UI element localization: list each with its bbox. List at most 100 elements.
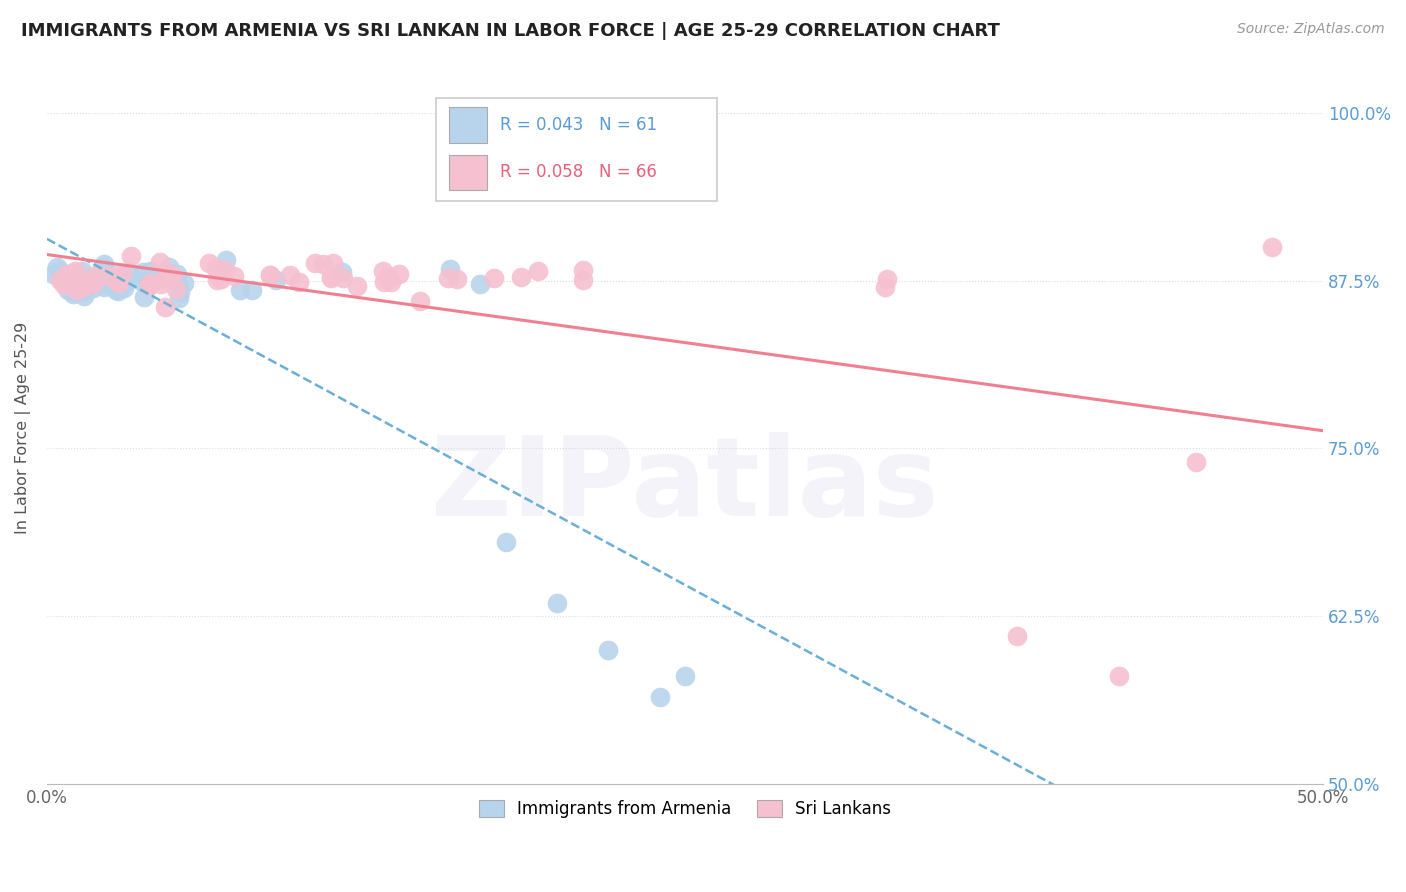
Point xyxy=(97,268,120,283)
Point xyxy=(117,274,139,288)
Point xyxy=(155,300,177,314)
Point xyxy=(76,275,98,289)
Point xyxy=(215,252,238,267)
Point xyxy=(312,257,335,271)
Point xyxy=(204,261,226,276)
Point xyxy=(48,273,70,287)
Point xyxy=(527,264,550,278)
Bar xyxy=(449,107,488,143)
Point xyxy=(439,261,461,276)
Point xyxy=(93,277,115,291)
Point xyxy=(55,272,77,286)
Point xyxy=(572,273,595,287)
Point xyxy=(45,260,67,275)
Point xyxy=(436,270,458,285)
Point xyxy=(149,254,172,268)
Y-axis label: In Labor Force | Age 25-29: In Labor Force | Age 25-29 xyxy=(15,322,31,534)
Point xyxy=(118,265,141,279)
Point xyxy=(409,293,432,308)
Point xyxy=(259,268,281,282)
Point xyxy=(52,278,75,293)
Text: R = 0.058   N = 66: R = 0.058 N = 66 xyxy=(501,163,657,181)
Point xyxy=(322,256,344,270)
Point xyxy=(876,271,898,285)
Point xyxy=(120,249,142,263)
Point xyxy=(1261,240,1284,254)
Legend: Immigrants from Armenia, Sri Lankans: Immigrants from Armenia, Sri Lankans xyxy=(472,794,897,825)
Point xyxy=(138,279,160,293)
Point xyxy=(108,276,131,290)
Point xyxy=(160,268,183,283)
Point xyxy=(90,266,112,280)
Point xyxy=(63,264,86,278)
Point xyxy=(48,264,70,278)
Point xyxy=(209,272,232,286)
Point xyxy=(82,277,104,291)
Point xyxy=(165,282,187,296)
Point xyxy=(157,266,180,280)
Point xyxy=(259,268,281,282)
Point xyxy=(304,255,326,269)
Point xyxy=(673,669,696,683)
Text: IMMIGRANTS FROM ARMENIA VS SRI LANKAN IN LABOR FORCE | AGE 25-29 CORRELATION CHA: IMMIGRANTS FROM ARMENIA VS SRI LANKAN IN… xyxy=(21,22,1000,40)
Point xyxy=(72,264,94,278)
Point xyxy=(1108,669,1130,683)
Point xyxy=(111,266,134,280)
Point xyxy=(264,272,287,286)
Point xyxy=(169,285,191,299)
Point xyxy=(94,268,117,282)
Point xyxy=(495,535,517,549)
Point xyxy=(875,279,897,293)
Point xyxy=(73,289,96,303)
Point xyxy=(167,291,190,305)
Point xyxy=(332,271,354,285)
FancyBboxPatch shape xyxy=(436,98,717,201)
Point xyxy=(208,268,231,283)
Point xyxy=(157,260,180,274)
Point xyxy=(107,284,129,298)
Point xyxy=(150,277,173,291)
Point xyxy=(224,269,246,284)
Point xyxy=(72,280,94,294)
Point xyxy=(131,274,153,288)
Point xyxy=(648,690,671,704)
Text: R = 0.043   N = 61: R = 0.043 N = 61 xyxy=(501,116,657,134)
Point xyxy=(53,272,76,286)
Point xyxy=(468,277,491,291)
Point xyxy=(373,275,395,289)
Point xyxy=(93,257,115,271)
Point xyxy=(346,279,368,293)
Point xyxy=(65,285,87,299)
Point xyxy=(166,267,188,281)
Point xyxy=(207,273,229,287)
Point xyxy=(56,267,79,281)
Point xyxy=(278,268,301,282)
Point xyxy=(75,277,97,291)
Point xyxy=(135,272,157,286)
Point xyxy=(1005,629,1028,643)
Point xyxy=(52,270,75,285)
Point xyxy=(87,268,110,282)
Point xyxy=(319,269,342,284)
Point xyxy=(91,260,114,274)
Point xyxy=(105,283,128,297)
Point xyxy=(60,270,83,285)
Point xyxy=(371,263,394,277)
Point xyxy=(138,264,160,278)
Point xyxy=(103,280,125,294)
Point xyxy=(73,275,96,289)
Point xyxy=(62,274,84,288)
Point xyxy=(138,278,160,293)
Point xyxy=(132,290,155,304)
Point xyxy=(572,263,595,277)
Point xyxy=(205,263,228,277)
Point xyxy=(377,269,399,284)
Point xyxy=(388,267,411,281)
Point xyxy=(62,286,84,301)
Point xyxy=(49,268,72,282)
Point xyxy=(153,265,176,279)
Point xyxy=(111,268,134,283)
Point xyxy=(153,272,176,286)
Point xyxy=(62,266,84,280)
Point xyxy=(87,273,110,287)
